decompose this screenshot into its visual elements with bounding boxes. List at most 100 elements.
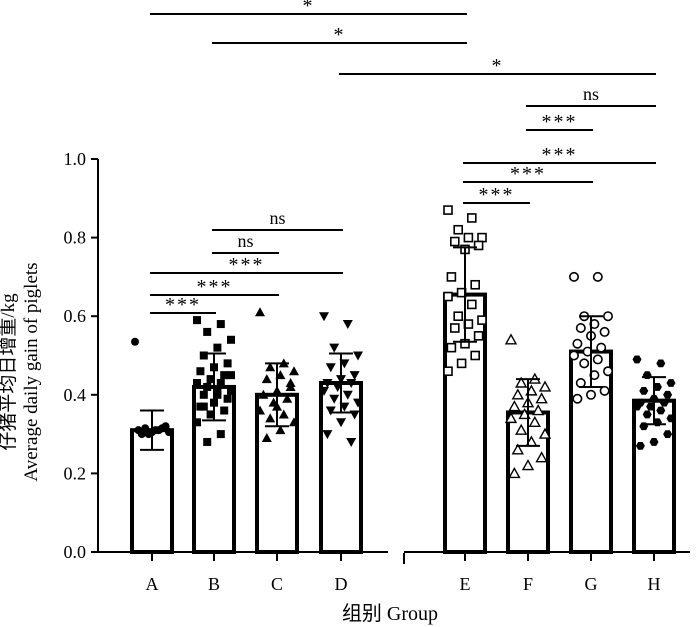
data-point-D [346,379,357,389]
data-point-D [349,371,360,381]
data-point-F [508,466,521,479]
y-tick-label: 0.0 [64,542,87,562]
data-point-A [141,424,150,433]
x-tick-label: B [208,574,220,594]
data-point-E [477,232,487,243]
data-point-C [285,378,296,388]
y-tick-label: 0.8 [64,228,87,248]
data-point-F [511,388,524,400]
data-point-B [220,371,229,380]
data-point-D [353,351,363,361]
data-point-B [193,379,201,388]
significance-label: * [492,55,504,77]
data-point-A [144,430,153,439]
data-point-C [278,409,289,419]
y-tick-label: 0.6 [64,306,87,326]
data-point-D [342,320,353,330]
data-point-H [642,410,652,419]
data-point-F [515,376,528,388]
x-tick-label: E [460,574,471,594]
data-point-E [446,342,457,353]
data-point-F [528,415,541,428]
data-point-B [223,394,232,403]
data-point-F [515,423,528,435]
data-point-C [282,393,293,403]
data-point-E [470,350,481,361]
data-point-B [216,430,225,439]
data-point-E [443,205,453,215]
data-point-F [535,451,548,463]
data-point-D [329,343,340,353]
data-point-H [656,359,666,368]
data-point-E [443,366,453,377]
x-tick-label: A [146,574,159,594]
x-tick-label: G [585,574,598,594]
significance-label: *** [197,276,233,298]
data-point-C [255,307,265,317]
data-point-B [227,386,235,395]
data-point-A [134,426,143,435]
significance-label: *** [165,294,201,316]
data-point-D [329,394,340,404]
x-tick-label: D [335,574,348,594]
data-point-D [336,418,346,428]
data-point-E [443,291,453,302]
data-point-E [453,224,464,235]
data-point-H [632,402,642,411]
data-point-B [227,371,235,380]
x-tick-label: F [523,574,533,594]
significance-label: * [303,0,315,17]
data-point-D [319,386,329,396]
x-tick-label: H [648,574,661,594]
data-point-B [203,437,212,446]
data-point-F [504,333,518,345]
data-point-G [602,366,613,377]
data-point-E [466,213,477,223]
data-point-B [206,410,215,419]
data-point-E [470,279,481,290]
data-point-F [535,392,548,404]
data-point-F [538,427,552,439]
data-point-E [466,299,477,310]
significance-label: *** [510,163,546,185]
significance-label: *** [542,111,578,133]
data-point-B [199,390,208,399]
data-point-H [652,383,662,391]
data-point-G [592,271,603,282]
data-point-H [659,398,669,407]
data-point-D [342,390,353,400]
data-point-G [568,271,579,282]
axes-layer: 0.0 0.2 0.4 0.6 0.8 1.0 A B C D E F G H [64,149,690,594]
x-axis-label: 组别 Group [342,602,438,625]
data-point-B [196,367,205,376]
data-point-G [585,389,596,400]
data-point-F [532,404,545,416]
data-point-H [666,379,676,387]
data-point-F [504,411,518,424]
data-point-E [456,358,467,369]
data-point-C [261,374,272,384]
data-point-C [289,366,299,376]
data-point-G [592,354,603,365]
data-point-H [666,414,676,423]
data-point-B [199,402,208,411]
data-point-G [602,311,613,322]
data-point-H [632,355,642,364]
data-point-G [596,342,607,353]
data-point-A [165,428,173,437]
data-point-F [538,380,552,392]
y-tick-label: 0.4 [64,385,87,405]
y-tick-label: 1.0 [64,149,87,169]
data-point-C [255,405,265,415]
data-point-H [656,406,666,415]
data-point-G [572,338,583,349]
data-point-F [508,400,521,412]
significance-label: *** [542,144,578,166]
data-point-G [568,350,579,361]
data-point-G [575,322,586,333]
data-point-H [635,441,645,450]
data-point-H [663,390,673,399]
data-point-C [289,417,299,427]
error-bars-layer [140,246,666,451]
